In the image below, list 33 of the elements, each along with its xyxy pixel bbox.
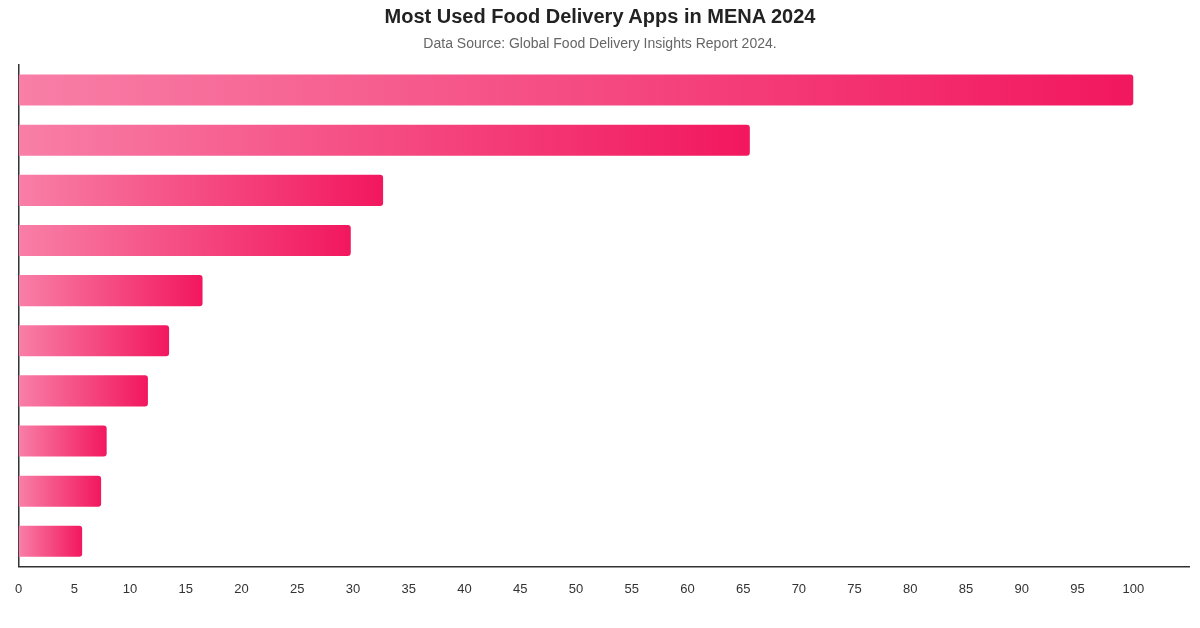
x-tick-label: 20 — [234, 580, 249, 596]
x-tick-label: 40 — [457, 580, 472, 596]
x-tick-label: 70 — [791, 580, 807, 596]
bar — [18, 375, 148, 407]
bar — [18, 224, 351, 257]
x-tick-label: 15 — [178, 580, 194, 596]
x-tick-label: 30 — [345, 580, 361, 596]
x-tick-label: 95 — [1070, 580, 1085, 596]
chart-subtitle: Data Source: Global Food Delivery Insights Report 2024. — [422, 35, 778, 51]
bar — [18, 525, 83, 557]
bar — [18, 475, 102, 507]
bar — [18, 275, 203, 307]
x-tick-label: 100 — [1122, 580, 1145, 596]
x-tick-label: 65 — [735, 580, 751, 596]
x-tick-label: 25 — [290, 580, 305, 596]
bar — [18, 425, 107, 457]
x-tick-label: 50 — [568, 580, 584, 596]
x-tick-label: 0 — [15, 580, 23, 596]
x-tick-label: 10 — [122, 580, 138, 596]
x-tick-label: 80 — [903, 580, 918, 596]
x-tick-label: 45 — [512, 580, 528, 596]
x-tick-label: 75 — [847, 580, 862, 596]
chart-title: Most Used Food Delivery Apps in MENA 2024 — [383, 5, 817, 28]
x-tick-label: 5 — [70, 580, 78, 596]
x-tick-label: 55 — [624, 580, 639, 596]
x-tick-label: 90 — [1014, 580, 1030, 596]
bar — [18, 174, 384, 206]
bar — [18, 124, 750, 156]
x-tick-label: 85 — [958, 580, 974, 596]
bar — [18, 325, 170, 357]
x-tick-label: 60 — [680, 580, 695, 596]
bar — [18, 74, 1134, 106]
x-tick-label: 35 — [401, 580, 416, 596]
